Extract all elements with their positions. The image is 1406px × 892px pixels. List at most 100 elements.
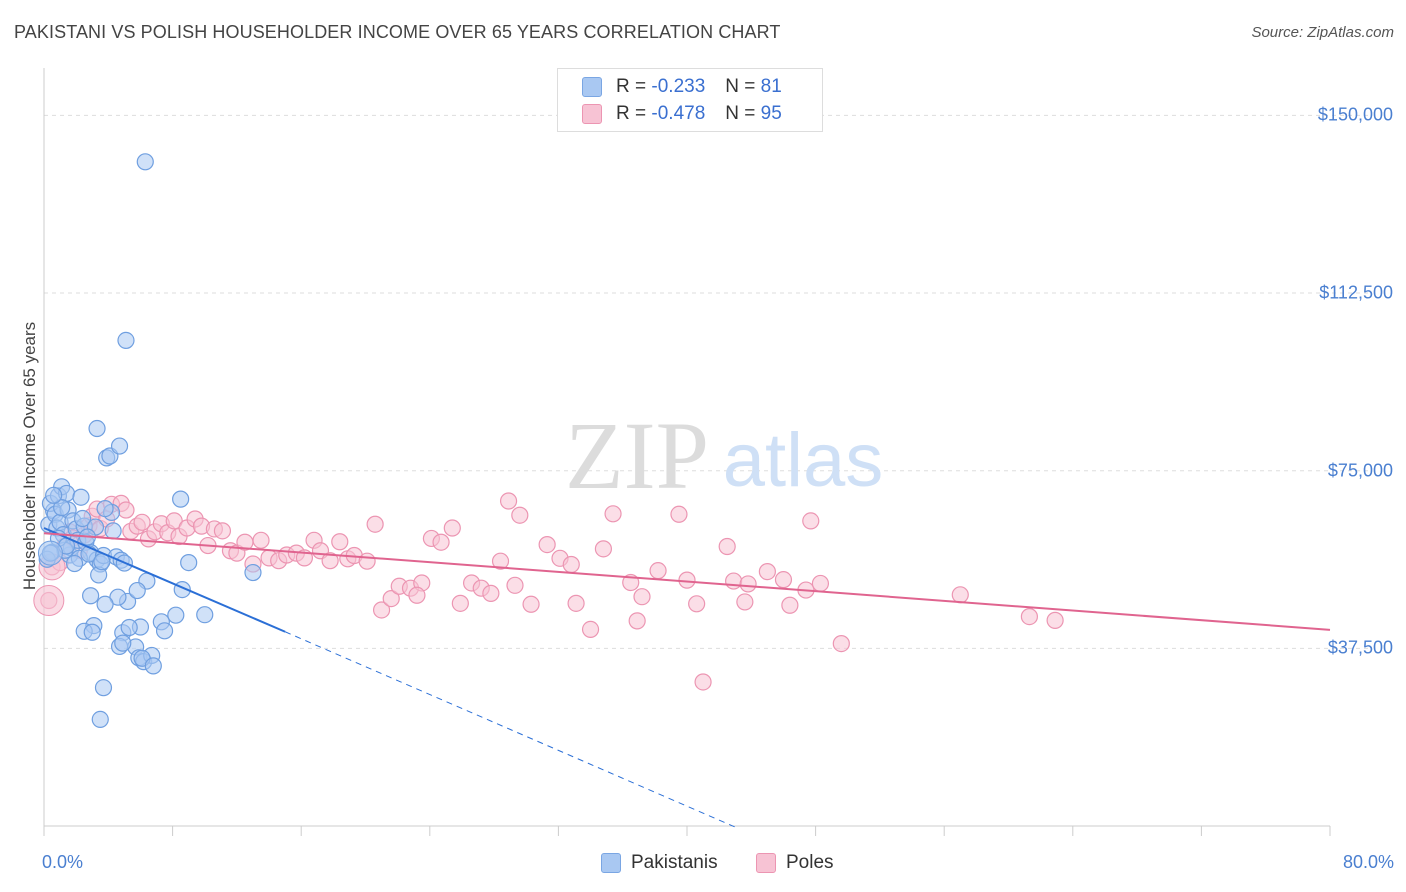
legend-swatch-pakistanis: [582, 77, 602, 97]
poles-point: [451, 594, 469, 612]
poles-point: [522, 595, 540, 613]
trend-lines: [43, 527, 1331, 828]
y-tick-label: $37,500: [1327, 637, 1393, 658]
bottom-legend-swatch-poles: [756, 853, 776, 873]
poles-point: [802, 512, 820, 530]
legend-n-value: 95: [760, 103, 782, 124]
x-tick-marks: [43, 826, 1331, 836]
x-tick-label-min: 0.0%: [42, 852, 84, 872]
bottom-legend-label-poles: Poles: [786, 852, 834, 873]
x-tick-label-max: 80.0%: [1342, 852, 1394, 872]
poles-point: [633, 588, 651, 606]
poles-point: [331, 533, 349, 551]
poles-point: [372, 601, 391, 619]
pakistanis-point: [65, 554, 84, 573]
bottom-legend-poles: Poles: [756, 852, 834, 874]
poles-point: [951, 586, 969, 604]
poles-point: [649, 562, 667, 580]
poles-trend-line: [43, 532, 1331, 631]
watermark: ZIP atlas: [565, 402, 883, 509]
poles-point: [165, 512, 183, 530]
bottom-legend-label-pakistanis: Pakistanis: [631, 852, 718, 873]
chart-title: PAKISTANI VS POLISH HOUSEHOLDER INCOME O…: [14, 22, 781, 42]
series-poles: [33, 492, 1064, 691]
pakistanis-point: [244, 563, 262, 582]
pakistanis-point: [91, 710, 109, 729]
poles-point: [382, 589, 400, 608]
pakistanis-point: [88, 419, 106, 438]
poles-point: [408, 586, 426, 604]
legend-r-value: -0.478: [651, 103, 706, 124]
poles-point: [567, 594, 585, 612]
poles-point: [628, 612, 646, 630]
legend-n-label: N =: [725, 103, 756, 124]
pakistanis-point: [45, 486, 63, 504]
poles-point: [781, 596, 799, 614]
poles-point: [499, 492, 518, 510]
pakistanis-point: [128, 581, 146, 600]
poles-point: [604, 505, 622, 523]
bottom-legend-pakistanis: Pakistanis: [601, 852, 718, 874]
pakistanis-point: [136, 153, 154, 171]
poles-point: [511, 506, 529, 524]
legend-row-poles: R = -0.478 N = 95: [582, 102, 782, 126]
poles-point: [491, 552, 510, 570]
pakistanis-point: [37, 540, 63, 566]
pakistanis-point: [96, 595, 114, 613]
pakistanis-point: [167, 606, 185, 624]
legend-row-pakistanis: R = -0.233 N = 81: [582, 75, 782, 99]
poles-point: [482, 584, 500, 602]
poles-point: [758, 562, 776, 581]
pakistanis-point: [53, 499, 71, 517]
pakistanis-point: [96, 499, 114, 518]
poles-point: [443, 519, 461, 537]
y-tick-label: $75,000: [1327, 460, 1393, 481]
poles-point: [832, 635, 850, 653]
pakistanis-point: [109, 588, 127, 606]
poles-point: [33, 584, 65, 616]
poles-point: [736, 593, 754, 611]
poles-point: [358, 552, 376, 570]
poles-point: [321, 552, 339, 570]
poles-point: [725, 572, 743, 590]
poles-point: [117, 501, 135, 519]
pakistanis-trend-extension: [284, 631, 736, 828]
pakistanis-point: [196, 606, 214, 624]
legend: R = -0.233 N = 81 R = -0.478 N = 95: [557, 68, 823, 132]
pakistanis-point: [110, 437, 129, 455]
poles-point: [594, 540, 613, 558]
poles-point: [739, 575, 757, 593]
pakistanis-point: [83, 623, 101, 641]
legend-n-label: N =: [725, 76, 756, 97]
poles-point: [133, 513, 151, 531]
pakistanis-point: [117, 331, 135, 350]
gridlines: [44, 114, 1370, 649]
bottom-legend-swatch-pakistanis: [601, 853, 621, 873]
poles-point: [811, 574, 830, 593]
poles-point: [252, 531, 270, 549]
legend-r-value: -0.233: [651, 76, 706, 97]
poles-point: [694, 673, 712, 691]
poles-point: [581, 620, 600, 638]
pakistanis-point: [72, 488, 90, 506]
legend-r-label: R =: [616, 76, 647, 97]
pakistanis-point: [104, 522, 122, 540]
legend-r-label: R =: [616, 103, 647, 124]
poles-point: [213, 522, 232, 540]
pakistanis-point: [94, 679, 113, 697]
poles-point: [506, 576, 524, 594]
legend-n-value: 81: [760, 76, 782, 97]
pakistanis-point: [120, 618, 138, 637]
pakistanis-point: [172, 490, 190, 508]
source-label: Source: ZipAtlas.com: [1251, 24, 1394, 41]
pakistanis-point: [114, 634, 132, 652]
poles-point: [718, 537, 736, 556]
poles-point: [688, 595, 706, 613]
poles-point: [774, 571, 793, 589]
pakistanis-point: [180, 553, 198, 572]
pakistanis-trend-line: [43, 527, 286, 633]
pakistanis-point: [82, 587, 100, 605]
series-pakistanis: [37, 153, 262, 729]
y-tick-label: $150,000: [1317, 104, 1393, 125]
pakistanis-point: [73, 509, 92, 528]
